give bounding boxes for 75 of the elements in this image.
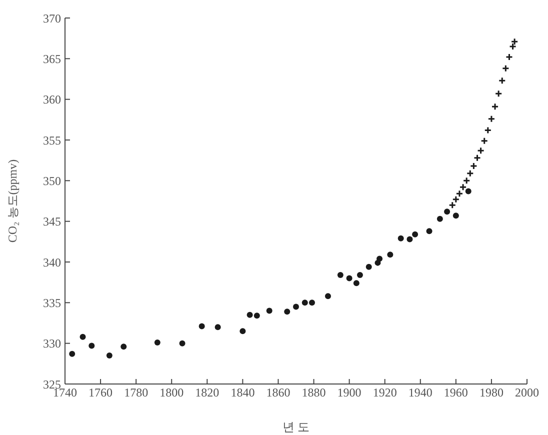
point — [473, 154, 481, 162]
point — [69, 350, 76, 357]
point — [459, 183, 467, 191]
point — [452, 196, 460, 204]
point — [240, 328, 246, 334]
point — [376, 256, 383, 262]
point — [509, 42, 517, 50]
point — [293, 304, 299, 310]
x-tick-label: 1760 — [88, 386, 113, 400]
point — [356, 272, 363, 278]
point — [120, 344, 127, 350]
point — [466, 170, 474, 178]
point — [480, 137, 488, 145]
x-tick-label: 1960 — [444, 386, 468, 400]
point — [505, 53, 513, 61]
point — [491, 102, 499, 110]
point — [346, 275, 352, 282]
y-tick-label: 365 — [43, 52, 61, 66]
x-tick-label: 2000 — [515, 386, 539, 400]
y-tick-label: 350 — [43, 174, 61, 188]
point — [387, 252, 394, 258]
point — [266, 308, 272, 314]
point — [324, 293, 331, 300]
point — [154, 340, 160, 346]
y-tick-label: 355 — [43, 133, 61, 148]
point — [488, 115, 496, 123]
point — [337, 272, 344, 278]
y-tick-label: 335 — [43, 296, 61, 310]
x-tick-label: 1860 — [266, 386, 290, 400]
x-tick-label: 1920 — [372, 386, 397, 400]
point — [246, 312, 253, 318]
point — [510, 38, 518, 46]
point — [106, 352, 112, 359]
x-axis-title: 년 도 — [282, 420, 310, 434]
point — [398, 235, 404, 242]
point — [284, 308, 290, 315]
point — [456, 190, 464, 198]
point — [477, 146, 485, 154]
point — [198, 323, 205, 330]
point — [470, 162, 478, 170]
point — [254, 312, 260, 319]
point — [426, 228, 432, 234]
point — [366, 264, 372, 270]
point — [80, 334, 86, 340]
point — [179, 340, 186, 346]
point — [462, 176, 470, 184]
y-tick-label: 370 — [43, 11, 61, 26]
x-tick-label: 1880 — [302, 386, 326, 400]
point — [412, 231, 418, 238]
y-tick-label: 345 — [43, 214, 61, 229]
point — [444, 208, 450, 215]
point — [452, 212, 459, 219]
point — [214, 324, 221, 330]
y-tick-label: 330 — [43, 336, 61, 351]
point — [353, 280, 360, 286]
point — [308, 300, 315, 306]
x-tick-label: 1800 — [160, 386, 184, 400]
y-tick-label: 340 — [43, 255, 61, 270]
point — [502, 64, 510, 72]
x-tick-label: 1940 — [408, 386, 432, 400]
point — [465, 188, 472, 194]
x-tick-label: 1820 — [195, 386, 220, 400]
point — [302, 300, 308, 306]
point — [436, 216, 443, 222]
point — [406, 236, 413, 242]
y-tick-label: 360 — [43, 92, 61, 107]
point — [498, 76, 506, 84]
x-tick-label: 1900 — [337, 386, 362, 400]
x-tick-label: 1980 — [479, 386, 504, 400]
point — [88, 342, 95, 349]
point — [448, 201, 456, 209]
point — [494, 90, 502, 98]
x-tick-label: 1780 — [124, 386, 148, 400]
x-tick-label: 1840 — [230, 386, 255, 400]
point — [484, 126, 492, 134]
